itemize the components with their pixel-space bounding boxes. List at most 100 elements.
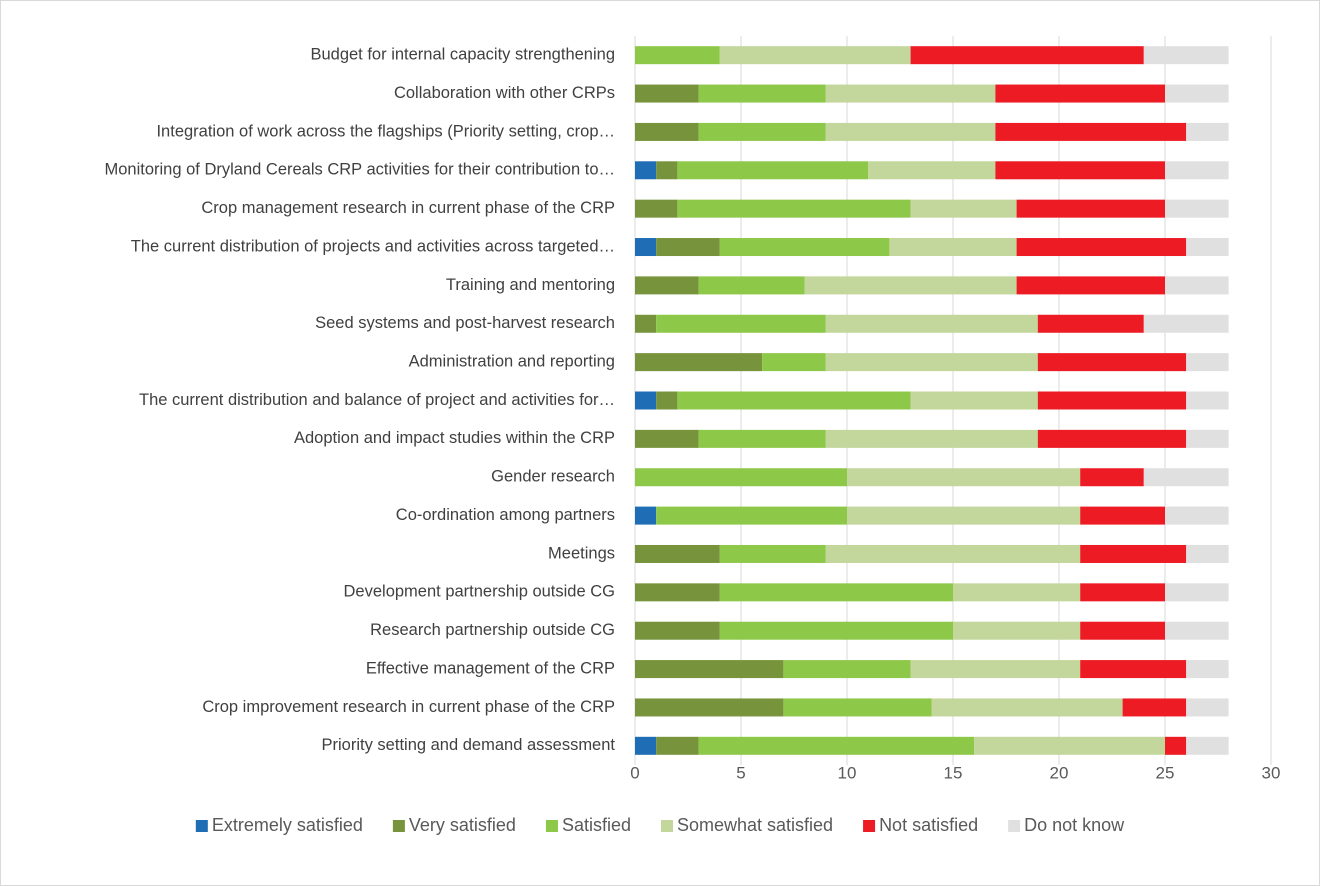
bar-segment bbox=[656, 161, 678, 180]
legend-label: Satisfied bbox=[562, 815, 631, 835]
bar-segment bbox=[635, 122, 699, 141]
bar-segment bbox=[698, 122, 826, 141]
legend-label: Very satisfied bbox=[409, 815, 516, 835]
bar-segment bbox=[910, 660, 1081, 679]
x-tick-label: 15 bbox=[944, 763, 963, 782]
bar-segment bbox=[656, 314, 826, 333]
x-tick-label: 30 bbox=[1262, 763, 1281, 782]
bar-segment bbox=[1143, 46, 1229, 65]
bar-segment bbox=[635, 391, 657, 410]
bar-segment bbox=[677, 391, 911, 410]
y-tick-label: Development partnership outside CG bbox=[344, 583, 615, 601]
bar-segment bbox=[1165, 84, 1229, 103]
legend-label: Extremely satisfied bbox=[212, 815, 363, 835]
bar-segment bbox=[825, 122, 996, 141]
bar-segment bbox=[1080, 660, 1187, 679]
bar-segment bbox=[847, 506, 1081, 525]
legend-label: Not satisfied bbox=[879, 815, 978, 835]
y-tick-label: Crop improvement research in current pha… bbox=[202, 698, 615, 716]
bar-segment bbox=[1186, 238, 1229, 257]
bar-segment bbox=[635, 660, 784, 679]
bar-segment bbox=[847, 468, 1081, 487]
bar-segment bbox=[1165, 276, 1229, 295]
bar-segment bbox=[635, 736, 657, 755]
bar-segment bbox=[825, 84, 996, 103]
bar-segment bbox=[719, 583, 953, 602]
bar-segment bbox=[656, 506, 847, 525]
bar-segment bbox=[868, 161, 996, 180]
bar-segment bbox=[889, 238, 1017, 257]
bar-segment bbox=[719, 46, 911, 65]
y-tick-label: Administration and reporting bbox=[409, 352, 615, 370]
bar-segment bbox=[1016, 276, 1165, 295]
bar-segment bbox=[656, 238, 720, 257]
bar-segment bbox=[656, 736, 699, 755]
legend-swatch bbox=[1008, 820, 1021, 832]
bar-segment bbox=[698, 276, 805, 295]
bar-segment bbox=[1016, 199, 1165, 218]
bar-segment bbox=[1186, 698, 1229, 717]
bar-segment bbox=[656, 391, 678, 410]
bar-segment bbox=[1165, 736, 1187, 755]
bar-segment bbox=[635, 46, 720, 65]
y-tick-label: The current distribution of projects and… bbox=[131, 237, 615, 255]
bar-segment bbox=[1165, 621, 1229, 640]
bar-segment bbox=[910, 199, 1017, 218]
bar-segment bbox=[698, 429, 826, 448]
y-tick-label: Meetings bbox=[548, 544, 615, 562]
bar-segment bbox=[995, 161, 1165, 180]
bar-segment bbox=[635, 199, 678, 218]
y-tick-label: Gender research bbox=[491, 468, 615, 486]
bar-segment bbox=[635, 314, 657, 333]
bar-segment bbox=[635, 161, 657, 180]
bar-segment bbox=[910, 46, 1144, 65]
bar-segment bbox=[1037, 429, 1187, 448]
bar-segment bbox=[698, 736, 975, 755]
legend-swatch bbox=[545, 820, 558, 832]
bar-segment bbox=[1143, 314, 1229, 333]
bar-segment bbox=[1080, 621, 1165, 640]
bar-segment bbox=[1186, 736, 1229, 755]
bar-segment bbox=[719, 238, 890, 257]
bar-segment bbox=[635, 698, 784, 717]
bar-segment bbox=[1186, 660, 1229, 679]
bar-segment bbox=[635, 84, 699, 103]
bar-segment bbox=[719, 544, 826, 563]
bar-segment bbox=[1186, 122, 1229, 141]
bar-segment bbox=[1016, 238, 1187, 257]
bar-segment bbox=[1037, 353, 1187, 372]
x-tick-label: 5 bbox=[736, 763, 745, 782]
bar-segment bbox=[719, 621, 953, 640]
bar-segment bbox=[1186, 391, 1229, 410]
bar-segment bbox=[1080, 544, 1187, 563]
y-tick-label: Crop management research in current phas… bbox=[201, 199, 615, 217]
bar-segment bbox=[635, 621, 720, 640]
bar-segment bbox=[635, 276, 699, 295]
bar-segment bbox=[804, 276, 1017, 295]
bar-segment bbox=[1186, 429, 1229, 448]
bar-segment bbox=[995, 84, 1165, 103]
bar-segment bbox=[635, 583, 720, 602]
bar-segment bbox=[974, 736, 1165, 755]
y-tick-label: Adoption and impact studies within the C… bbox=[294, 429, 615, 447]
y-tick-label: Co-ordination among partners bbox=[396, 506, 615, 524]
legend-swatch bbox=[660, 820, 673, 832]
bar-segment bbox=[698, 84, 826, 103]
bar-segment bbox=[783, 660, 911, 679]
bar-segment bbox=[995, 122, 1187, 141]
bar-segment bbox=[825, 314, 1038, 333]
bar-segment bbox=[953, 583, 1081, 602]
bar-segment bbox=[635, 353, 763, 372]
y-tick-label: Priority setting and demand assessment bbox=[322, 736, 616, 754]
bar-segment bbox=[1165, 583, 1229, 602]
bar-segment bbox=[1080, 468, 1144, 487]
bar-segment bbox=[825, 429, 1038, 448]
y-tick-label: Effective management of the CRP bbox=[366, 659, 615, 677]
legend-label: Somewhat satisfied bbox=[677, 815, 833, 835]
bar-segment bbox=[635, 238, 657, 257]
y-tick-label: Seed systems and post-harvest research bbox=[315, 314, 615, 332]
bar-segment bbox=[1080, 506, 1165, 525]
bar-segment bbox=[677, 199, 911, 218]
bar-segment bbox=[677, 161, 869, 180]
